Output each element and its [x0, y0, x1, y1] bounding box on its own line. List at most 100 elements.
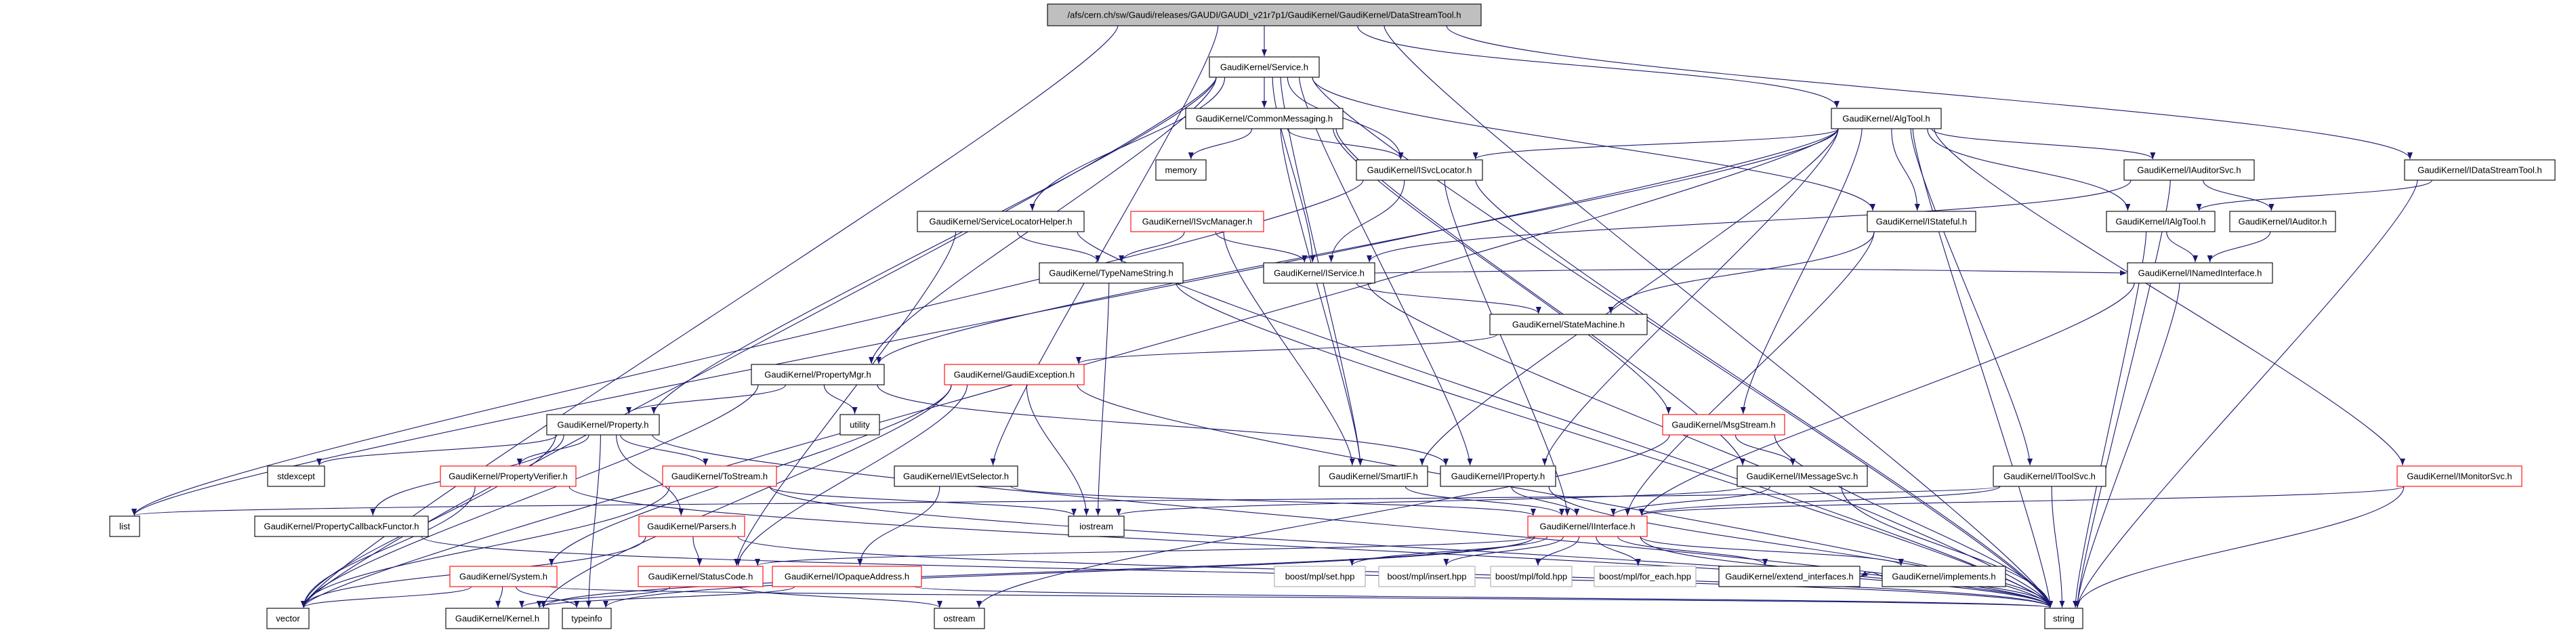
node-label-smartif: GaudiKernel/SmartIF.h: [1329, 471, 1418, 482]
edge-isvcmanager-iservice: [1215, 231, 1308, 263]
node-idatastreamtool[interactable]: GaudiKernel/IDataStreamTool.h: [2404, 159, 2556, 181]
node-property[interactable]: GaudiKernel/Property.h: [546, 414, 660, 436]
edge-imonitorsvc-iinterface: [1639, 486, 2405, 516]
node-label-mpl_set: boost/mpl/set.hpp: [1285, 572, 1355, 582]
node-imonitorsvc[interactable]: GaudiKernel/IMonitorSvc.h: [2396, 465, 2522, 487]
edge-iinterface-mpl_foreach: [1596, 536, 1641, 566]
edge-itoolsvc-iinterface: [1639, 486, 2001, 516]
edge-imessagesvc-iinterface: [1611, 486, 1770, 516]
edge-system-vector: [301, 586, 472, 608]
node-parsers[interactable]: GaudiKernel/Parsers.h: [638, 515, 745, 537]
edge-iproperty-iinterface: [1511, 486, 1580, 516]
node-isvcmanager[interactable]: GaudiKernel/ISvcManager.h: [1130, 211, 1264, 232]
edge-propertymgr-vector: [301, 384, 759, 608]
edge-propertymgr-iproperty: [877, 384, 1449, 466]
node-label-iauditorsvc: GaudiKernel/IAuditorSvc.h: [2137, 165, 2241, 175]
node-iinterface[interactable]: GaudiKernel/IInterface.h: [1527, 515, 1648, 537]
edge-propertymgr-utility: [823, 384, 858, 415]
edge-algtool-istateful: [1891, 128, 1920, 211]
node-stdexcept[interactable]: stdexcept: [267, 465, 325, 487]
node-mpl_fold[interactable]: boost/mpl/fold.hpp: [1490, 566, 1573, 587]
node-iproperty[interactable]: GaudiKernel/IProperty.h: [1440, 465, 1556, 487]
edge-propertyverifier-string: [568, 486, 2053, 608]
node-statuscode[interactable]: GaudiKernel/StatusCode.h: [638, 566, 764, 587]
node-string[interactable]: string: [2044, 608, 2083, 629]
node-itoolsvc[interactable]: GaudiKernel/IToolSvc.h: [1993, 465, 2106, 487]
node-label-stdexcept: stdexcept: [277, 471, 315, 482]
edge-algtool-imonitorsvc: [1934, 128, 2405, 466]
node-list[interactable]: list: [109, 515, 140, 537]
node-kernel[interactable]: GaudiKernel/Kernel.h: [445, 608, 549, 629]
edge-tostream-iostream: [769, 486, 1077, 516]
node-iostream[interactable]: iostream: [1068, 515, 1125, 537]
edge-ievtselector-iinterface: [1010, 486, 1536, 516]
edge-algtool-propertymgr: [876, 128, 1839, 364]
node-isvclocator[interactable]: GaudiKernel/ISvcLocator.h: [1356, 159, 1483, 181]
node-system[interactable]: GaudiKernel/System.h: [449, 566, 558, 587]
edge-iinterface-mpl_fold: [1535, 536, 1580, 566]
node-label-ialgtool: GaudiKernel/IAlgTool.h: [2116, 217, 2206, 227]
node-typenamestring[interactable]: GaudiKernel/TypeNameString.h: [1039, 262, 1184, 284]
node-ialgtool[interactable]: GaudiKernel/IAlgTool.h: [2106, 211, 2216, 232]
node-iauditor[interactable]: GaudiKernel/IAuditor.h: [2229, 211, 2336, 232]
node-istateful[interactable]: GaudiKernel/IStateful.h: [1867, 211, 1976, 232]
node-label-inamedinterface: GaudiKernel/INamedInterface.h: [2138, 268, 2262, 278]
edge-root-string: [1384, 25, 2053, 608]
node-algtool[interactable]: GaudiKernel/AlgTool.h: [1831, 108, 1942, 129]
node-vector[interactable]: vector: [266, 608, 310, 629]
node-extend_interfaces[interactable]: GaudiKernel/extend_interfaces.h: [1718, 566, 1861, 587]
edge-statemachine-gaudiexception: [1076, 334, 1497, 364]
edge-algtool-ialgtool: [1927, 128, 2131, 211]
edge-property-tostream: [620, 434, 709, 466]
node-label-iopaqueaddress: GaudiKernel/IOpaqueAddress.h: [785, 572, 909, 582]
edge-iopaqueaddress-kernel: [537, 586, 795, 608]
node-propertycallbackfunctor[interactable]: GaudiKernel/PropertyCallbackFunctor.h: [254, 515, 429, 537]
edge-servicelocatorhelper-statuscode: [734, 231, 957, 566]
node-label-isvclocator: GaudiKernel/ISvcLocator.h: [1367, 165, 1472, 175]
node-label-typenamestring: GaudiKernel/TypeNameString.h: [1049, 268, 1173, 278]
node-msgstream[interactable]: GaudiKernel/MsgStream.h: [1662, 414, 1785, 436]
node-label-implements: GaudiKernel/implements.h: [1892, 572, 1995, 582]
node-memory[interactable]: memory: [1155, 159, 1207, 181]
node-mpl_insert[interactable]: boost/mpl/insert.hpp: [1378, 566, 1476, 587]
edge-service-string: [1312, 77, 2053, 608]
node-imessagesvc[interactable]: GaudiKernel/IMessageSvc.h: [1737, 465, 1868, 487]
edge-tostream-vector: [301, 486, 670, 608]
edge-service-iservice: [1272, 77, 1316, 263]
node-tostream[interactable]: GaudiKernel/ToStream.h: [662, 465, 777, 487]
node-iauditorsvc[interactable]: GaudiKernel/IAuditorSvc.h: [2123, 159, 2255, 181]
node-iservice[interactable]: GaudiKernel/IService.h: [1263, 262, 1375, 284]
node-ievtselector[interactable]: GaudiKernel/IEvtSelector.h: [894, 465, 1018, 487]
edge-istateful-iinterface: [1625, 231, 1875, 516]
node-statemachine[interactable]: GaudiKernel/StateMachine.h: [1489, 314, 1648, 335]
node-propertyverifier[interactable]: GaudiKernel/PropertyVerifier.h: [440, 465, 577, 487]
node-label-itoolsvc: GaudiKernel/IToolSvc.h: [2003, 471, 2096, 482]
edge-inamedinterface-string: [2075, 282, 2180, 608]
node-gaudiexception[interactable]: GaudiKernel/GaudiException.h: [944, 364, 1085, 385]
edge-iopaqueaddress-string: [914, 586, 2052, 608]
node-inamedinterface[interactable]: GaudiKernel/INamedInterface.h: [2127, 262, 2273, 284]
node-mpl_foreach[interactable]: boost/mpl/for_each.hpp: [1594, 566, 1697, 587]
node-typeinfo[interactable]: typeinfo: [562, 608, 612, 629]
node-common_messaging[interactable]: GaudiKernel/CommonMessaging.h: [1185, 108, 1344, 129]
edge-itoolsvc-list: [132, 486, 2001, 516]
edge-iauditorsvc-iauditor: [2203, 180, 2274, 211]
node-label-iostream: iostream: [1079, 522, 1113, 532]
node-iopaqueaddress[interactable]: GaudiKernel/IOpaqueAddress.h: [772, 566, 922, 587]
edge-gaudiexception-kernel: [541, 384, 952, 608]
node-ostream[interactable]: ostream: [934, 608, 985, 629]
node-servicelocatorhelper[interactable]: GaudiKernel/ServiceLocatorHelper.h: [917, 211, 1085, 232]
node-mpl_set[interactable]: boost/mpl/set.hpp: [1274, 566, 1366, 587]
node-service[interactable]: GaudiKernel/Service.h: [1209, 56, 1320, 78]
node-implements[interactable]: GaudiKernel/implements.h: [1882, 566, 2006, 587]
node-propertymgr[interactable]: GaudiKernel/PropertyMgr.h: [751, 364, 885, 385]
edge-tostream-string: [769, 486, 2053, 608]
edge-idatastreamtool-string: [2075, 180, 2418, 608]
node-smartif[interactable]: GaudiKernel/SmartIF.h: [1318, 465, 1428, 487]
edge-iinterface-statuscode: [755, 536, 1535, 566]
node-utility[interactable]: utility: [839, 414, 880, 436]
edge-itoolsvc-string: [2051, 486, 2065, 608]
edge-iservice-statemachine: [1356, 282, 1541, 314]
edge-iservice-string: [1367, 282, 2053, 608]
edge-iinterface-kernel: [541, 536, 1535, 608]
